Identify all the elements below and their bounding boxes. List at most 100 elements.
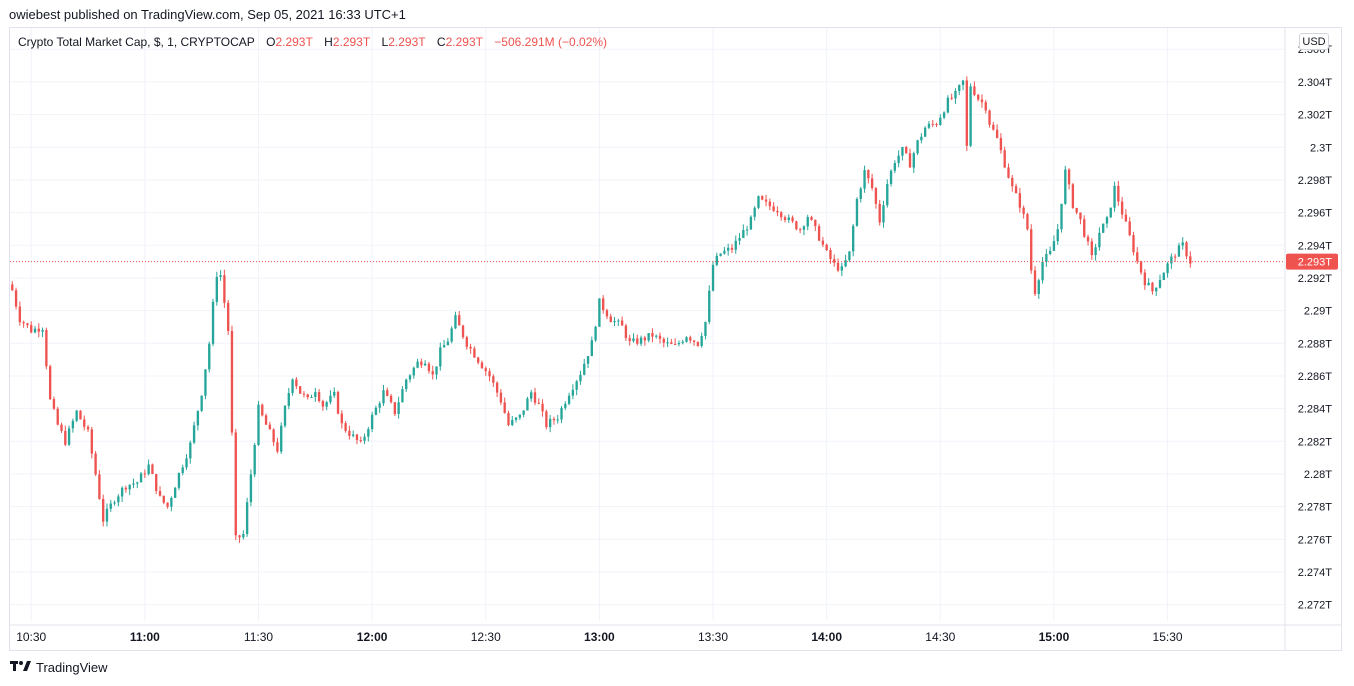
candles — [10, 76, 1285, 543]
candle-body — [870, 178, 874, 189]
candle-body — [60, 424, 63, 431]
candle-body — [575, 381, 578, 390]
candle-body — [461, 325, 465, 338]
candle-body — [340, 413, 343, 424]
candle-body — [533, 392, 537, 403]
candle-body — [374, 407, 378, 415]
candle-body — [814, 219, 817, 227]
candle-body — [802, 226, 806, 230]
candle-body — [427, 363, 431, 372]
candle-body — [776, 211, 779, 213]
candle-body — [556, 419, 559, 421]
candle-body — [567, 395, 571, 404]
candle-body — [723, 250, 726, 254]
x-tick-label: 14:00 — [811, 630, 842, 644]
candle-body — [855, 198, 859, 226]
axes: 2.306T2.304T2.302T2.3T2.298T2.296T2.294T… — [9, 27, 1342, 650]
candle-body — [889, 170, 893, 184]
x-tick-label: 11:30 — [244, 630, 273, 644]
candle-body — [632, 338, 635, 342]
candle-body — [954, 90, 957, 99]
candle-body — [189, 442, 192, 459]
candle-body — [965, 80, 968, 146]
candle-body — [439, 347, 442, 367]
candle-body — [484, 368, 487, 372]
candle-body — [583, 363, 586, 375]
symbol-legend: Crypto Total Market Cap, $, 1, CRYPTOCAP… — [18, 35, 615, 49]
candle-body — [105, 508, 109, 522]
candle-body — [48, 366, 52, 400]
candle-body — [79, 410, 82, 420]
candle-body — [901, 146, 904, 156]
candle-body — [772, 206, 775, 212]
candle-body — [984, 102, 987, 111]
x-tick-label: 11:00 — [130, 630, 160, 644]
candle-body — [787, 217, 790, 221]
candle-body — [109, 503, 112, 509]
candle-body — [215, 276, 218, 302]
candle-body — [586, 356, 590, 364]
candle-body — [882, 205, 885, 223]
y-tick-label: 2.282T — [1298, 436, 1333, 448]
candle-body — [420, 361, 423, 366]
candle-body — [658, 335, 662, 339]
candle-body — [196, 410, 200, 426]
candle-body — [859, 188, 862, 199]
y-tick-label: 2.288T — [1298, 338, 1333, 350]
candle-body — [219, 275, 222, 277]
candle-body — [158, 491, 162, 496]
currency-button[interactable]: USD — [1299, 33, 1329, 50]
candle-body — [999, 137, 1003, 151]
candle-body — [249, 474, 253, 503]
candle-body — [465, 337, 468, 347]
tradingview-logo-icon[interactable] — [10, 660, 32, 675]
candle-body — [1173, 256, 1177, 258]
candle-body — [151, 464, 154, 474]
candle-body — [450, 328, 453, 342]
candle-body — [692, 340, 696, 342]
candle-body — [98, 474, 101, 499]
y-tick-label: 2.278T — [1298, 502, 1333, 514]
candle-body — [117, 496, 120, 503]
candle-body — [488, 371, 491, 377]
candle-body — [26, 323, 29, 326]
candle-body — [1079, 212, 1082, 220]
candle-body — [1007, 167, 1010, 178]
candle-body — [200, 395, 203, 411]
candle-body — [90, 429, 93, 454]
candle-body — [155, 473, 158, 492]
candle-body — [389, 395, 393, 403]
candle-body — [791, 217, 794, 222]
candle-body — [185, 458, 188, 468]
candle-body — [22, 322, 25, 324]
candle-body — [503, 402, 506, 414]
candle-body — [920, 136, 923, 141]
candle-body — [355, 434, 359, 441]
candle-body — [1011, 177, 1014, 187]
candle-body — [689, 337, 692, 341]
candle-body — [552, 418, 556, 421]
x-tick-label: 15:30 — [1153, 630, 1183, 644]
candle-body — [666, 342, 669, 344]
candle-body — [715, 255, 718, 265]
candle-body — [1166, 263, 1169, 274]
candle-body — [1120, 201, 1124, 215]
footer-brand[interactable]: TradingView — [36, 660, 108, 675]
candle-body — [1185, 242, 1188, 257]
candle-body — [128, 484, 131, 490]
candle-body — [783, 217, 787, 221]
candle-body — [878, 203, 881, 223]
low-label: L — [381, 35, 389, 49]
y-tick-label: 2.29T — [1304, 306, 1332, 318]
candle-body — [321, 401, 325, 407]
candle-body — [704, 321, 707, 336]
candle-body — [359, 440, 362, 442]
candle-body — [132, 483, 135, 485]
candle-body — [412, 367, 415, 376]
candle-body — [1041, 261, 1044, 281]
candle-body — [677, 342, 681, 345]
footer: TradingView — [10, 660, 108, 675]
candle-body — [681, 341, 684, 343]
candle-body — [408, 375, 412, 380]
